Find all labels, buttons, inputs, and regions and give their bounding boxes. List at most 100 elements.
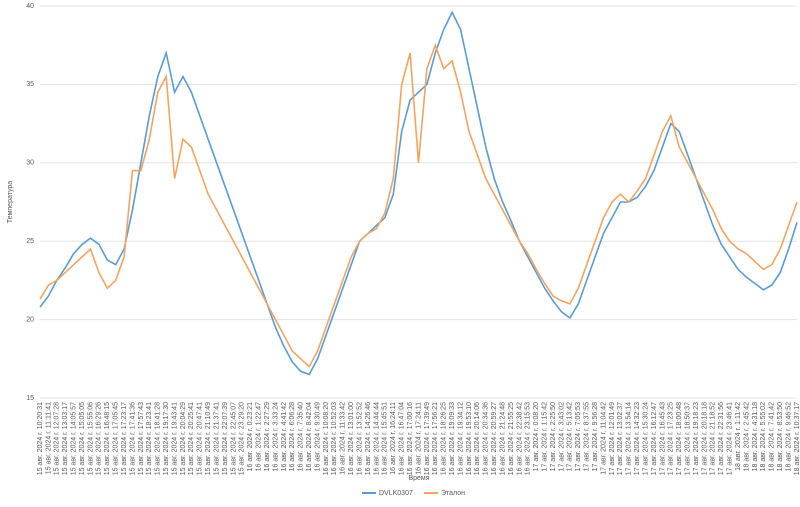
x-tick-label: 18 авг. 2024 г. 8:53:50 bbox=[777, 402, 784, 471]
x-tick-label: 17 авг. 2024 г. 15:30:24 bbox=[642, 402, 649, 475]
x-tick-label: 16 авг. 2024 г. 2:27:29 bbox=[264, 402, 271, 471]
x-tick-label: 15 авг. 2024 г. 15:55:06 bbox=[87, 402, 94, 475]
y-tick-label: 30 bbox=[26, 160, 34, 167]
x-tick-label: 15 авг. 2024 г. 10:20:31 bbox=[37, 402, 44, 475]
x-tick-label: 18 авг. 2024 г. 2:45:42 bbox=[743, 402, 750, 471]
x-tick-label: 15 авг. 2024 г. 11:11:41 bbox=[45, 402, 52, 474]
line bbox=[39, 10, 798, 376]
x-tick-label: 15 авг. 2024 г. 17:05:45 bbox=[113, 402, 120, 475]
x-tick-label: 16 авг. 2024 г. 6:06:28 bbox=[289, 402, 296, 471]
x-tick-label: 15 авг. 2024 г. 15:05:05 bbox=[79, 402, 86, 475]
x-tick-label: 16 авг. 2024 г. 17:56:21 bbox=[432, 402, 439, 475]
x-tick-label: 15 авг. 2024 г. 23:29:20 bbox=[239, 402, 246, 475]
x-tick-label: 15 авг. 2024 г. 18:23:41 bbox=[146, 402, 153, 475]
x-tick-label: 17 авг. 2024 г. 17:23:25 bbox=[668, 402, 675, 475]
x-tick-label: 16 авг. 2024 г. 23:15:53 bbox=[525, 402, 532, 475]
x-tick-label: 15 авг. 2024 г. 22:45:07 bbox=[230, 402, 237, 475]
x-tick-label: 17 авг. 2024 г. 3:43:02 bbox=[558, 402, 565, 471]
x-tick-label: 16 авг. 2024 г. 19:09:33 bbox=[449, 402, 456, 475]
x-tick-label: 17 авг. 2024 г. 1:15:42 bbox=[542, 402, 549, 471]
x-tick-label: 16 авг. 2024 г. 8:42:04 bbox=[306, 402, 313, 471]
x-tick-label: 16 авг. 2024 г. 17:24:11 bbox=[415, 402, 422, 475]
x-tick-label: 16 авг. 2024 г. 14:44:44 bbox=[373, 402, 380, 475]
x-axis-title: Время bbox=[408, 475, 429, 482]
line bbox=[39, 42, 798, 368]
x-tick-label: 15 авг. 2024 г. 20:25:41 bbox=[188, 402, 195, 475]
x-tick-label: 15 авг. 2024 г. 19:17:30 bbox=[163, 402, 170, 475]
x-tick-label: 16 авг. 2024 г. 9:30:49 bbox=[314, 402, 321, 471]
x-tick-label: 15 авг. 2024 г. 21:10:49 bbox=[205, 402, 212, 475]
x-tick-label: 15 авг. 2024 г. 20:04:29 bbox=[180, 402, 187, 475]
x-tick-label: 15 авг. 2024 г. 17:41:36 bbox=[129, 402, 136, 475]
x-tick-label: 18 авг. 2024 г. 10:37:17 bbox=[794, 402, 800, 475]
x-tick-label: 18 авг. 2024 г. 5:55:02 bbox=[760, 402, 767, 471]
x-tick-label: 15 авг. 2024 г. 16:29:26 bbox=[96, 402, 103, 475]
x-tick-label: 16 авг. 2024 г. 0:23:21 bbox=[247, 402, 254, 471]
x-tick-label: 15 авг. 2024 г. 18:41:28 bbox=[155, 402, 162, 475]
x-tick-label: 15 авг. 2024 г. 13:03:17 bbox=[62, 402, 69, 475]
x-tick-label: 16 авг. 2024 г. 16:47:04 bbox=[399, 402, 406, 475]
x-tick-label: 15 авг. 2024 г. 22:07:39 bbox=[222, 402, 229, 475]
x-tick-label: 15 авг. 2024 г. 20:47:41 bbox=[197, 402, 204, 475]
x-tick-label: 16 авг. 2024 г. 4:41:42 bbox=[281, 402, 288, 471]
x-tick-label: 18 авг. 2024 г. 9:46:52 bbox=[785, 402, 792, 471]
x-tick-label: 17 авг. 2024 г. 12:01:49 bbox=[609, 402, 616, 475]
x-tick-label: 16 авг. 2024 г. 10:08:20 bbox=[323, 402, 330, 475]
x-tick-label: 15 авг. 2024 г. 12:07:28 bbox=[54, 402, 61, 475]
x-tick-label: 15 авг. 2024 г. 19:43:41 bbox=[171, 402, 178, 475]
x-tick-label: 17 авг. 2024 г. 20:18:18 bbox=[701, 402, 708, 475]
x-tick-label: 16 авг. 2024 г. 20:34:36 bbox=[483, 402, 490, 475]
x-tick-label: 15 авг. 2024 г. 17:23:17 bbox=[121, 402, 128, 475]
x-tick-label: 16 авг. 2024 г. 14:26:46 bbox=[365, 402, 372, 475]
x-tick-label: 16 авг. 2024 г. 13:01:00 bbox=[348, 402, 355, 475]
x-tick-label: 16 авг. 2024 г. 3:33:24 bbox=[272, 402, 279, 471]
x-tick-label: 17 авг. 2024 г. 8:37:55 bbox=[584, 402, 591, 471]
x-tick-label: 16 авг. 2024 г. 17:00:16 bbox=[407, 402, 414, 475]
legend-label: DVLK0307 bbox=[379, 490, 413, 497]
x-tick-label: 16 авг. 2024 г. 1:22:47 bbox=[256, 402, 263, 471]
x-tick-label: 16 авг. 2024 г. 10:52:03 bbox=[331, 402, 338, 475]
x-tick-label: 16 авг. 2024 г. 15:45:51 bbox=[382, 402, 389, 475]
x-tick-label: 16 авг. 2024 г. 7:35:40 bbox=[298, 402, 305, 471]
y-tick-label: 15 bbox=[26, 395, 34, 402]
x-tick-label: 17 авг. 2024 г. 13:54:14 bbox=[626, 402, 633, 475]
x-tick-label: 17 авг. 2024 г. 16:45:43 bbox=[659, 402, 666, 475]
y-tick-label: 35 bbox=[26, 81, 34, 88]
x-tick-label: 17 авг. 2024 г. 0:08:20 bbox=[533, 402, 540, 471]
x-tick-label: 17 авг. 2024 г. 18:50:37 bbox=[684, 402, 691, 475]
y-tick-label: 25 bbox=[26, 238, 34, 245]
x-tick-label: 17 авг. 2024 г. 2:25:50 bbox=[550, 402, 557, 471]
x-tick-label: 17 авг. 2024 г. 13:02:37 bbox=[617, 402, 624, 475]
x-tick-label: 15 авг. 2024 г. 17:57:43 bbox=[138, 402, 145, 475]
x-tick-label: 17 авг. 2024 г. 22:31:56 bbox=[718, 402, 725, 475]
x-tick-label: 15 авг. 2024 г. 21:37:41 bbox=[213, 402, 220, 475]
x-tick-label: 16 авг. 2024 г. 18:26:25 bbox=[441, 402, 448, 475]
x-tick-label: 17 авг. 2024 г. 19:18:23 bbox=[693, 402, 700, 475]
x-tick-label: 17 авг. 2024 г. 23:46:41 bbox=[727, 402, 734, 475]
y-axis-title: Температура bbox=[7, 181, 14, 224]
x-tick-label: 17 авг. 2024 г. 7:05:53 bbox=[575, 402, 582, 471]
x-tick-label: 18 авг. 2024 г. 1:11:42 bbox=[735, 402, 742, 471]
x-tick-label: 16 авг. 2024 г. 20:14:06 bbox=[474, 402, 481, 475]
x-tick-label: 16 авг. 2024 г. 22:38:42 bbox=[516, 402, 523, 475]
x-tick-label: 16 авг. 2024 г. 13:52:52 bbox=[356, 402, 363, 475]
x-tick-label: 16 авг. 2024 г. 17:39:49 bbox=[424, 402, 431, 475]
x-tick-label: 16 авг. 2024 г. 11:33:42 bbox=[340, 402, 347, 475]
x-tick-label: 17 авг. 2024 г. 14:32:23 bbox=[634, 402, 641, 475]
x-tick-label: 17 авг. 2024 г. 5:13:42 bbox=[567, 402, 574, 471]
y-tick-label: 20 bbox=[26, 316, 34, 323]
x-tick-label: 15 авг. 2024 г. 14:05:57 bbox=[70, 402, 77, 475]
y-tick-label: 40 bbox=[26, 3, 34, 10]
x-tick-label: 17 авг. 2024 г. 21:18:52 bbox=[710, 402, 717, 475]
x-tick-label: 18 авг. 2024 г. 7:41:42 bbox=[769, 402, 776, 471]
x-tick-label: 16 авг. 2024 г. 21:24:48 bbox=[499, 402, 506, 475]
x-tick-label: 17 авг. 2024 г. 16:12:47 bbox=[651, 402, 658, 475]
x-tick-label: 17 авг. 2024 г. 11:04:42 bbox=[600, 402, 607, 475]
x-tick-label: 17 авг. 2024 г. 18:00:48 bbox=[676, 402, 683, 475]
x-tick-label: 16 авг. 2024 г. 19:53:10 bbox=[466, 402, 473, 475]
legend-label: Эталон bbox=[441, 490, 465, 497]
x-tick-label: 16 авг. 2024 г. 20:59:27 bbox=[491, 402, 498, 475]
x-tick-label: 17 авг. 2024 г. 9:56:28 bbox=[592, 402, 599, 471]
x-tick-label: 15 авг. 2024 г. 16:48:15 bbox=[104, 402, 111, 475]
